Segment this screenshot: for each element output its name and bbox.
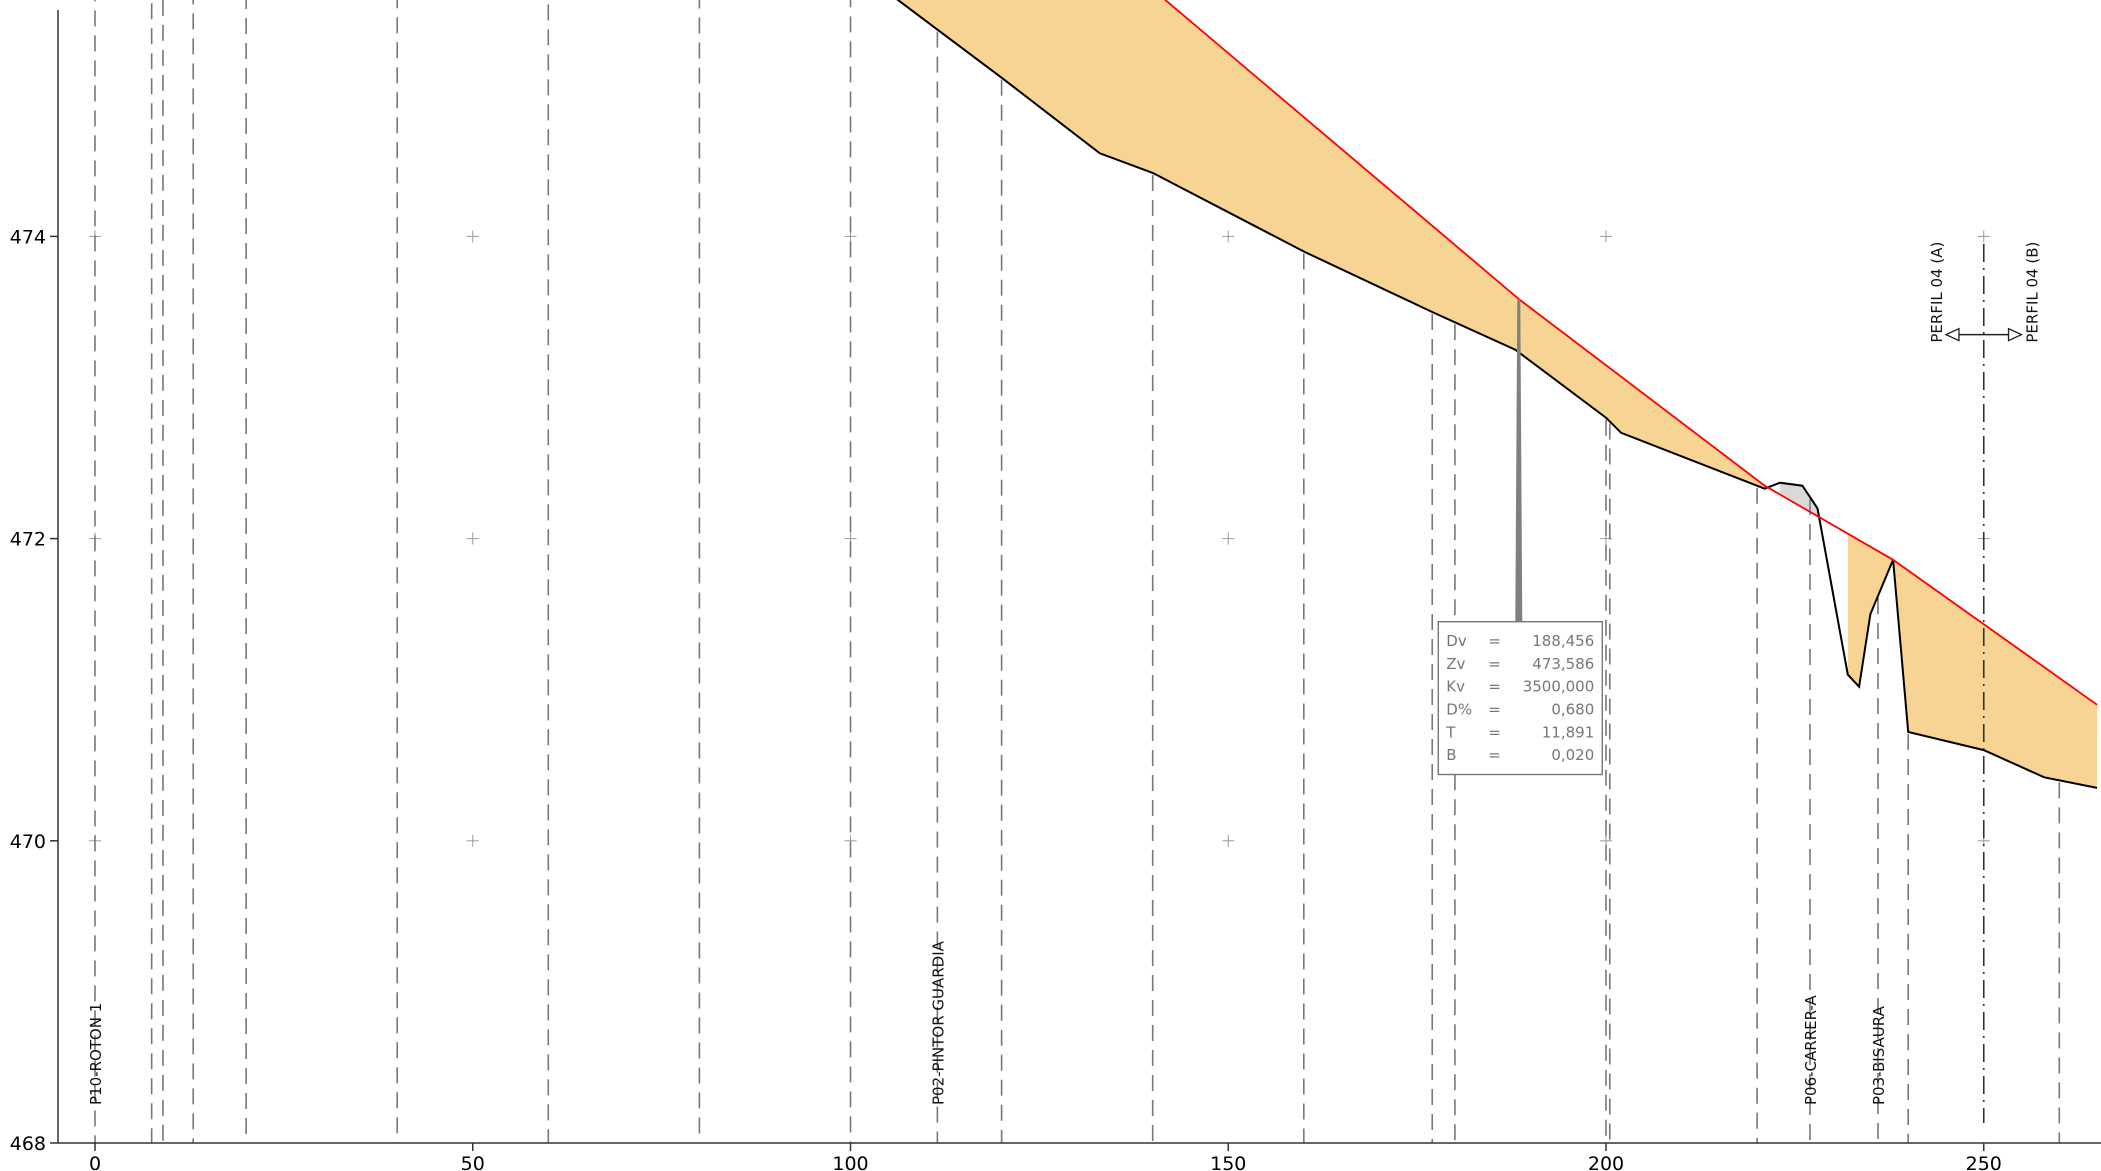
info-row-key: T [1445,723,1456,741]
grid-plus-marker [1222,532,1235,545]
x-tick-label: 200 [1588,1153,1624,1171]
arrow-right-icon [2007,327,2024,342]
info-row-key: Dv [1446,632,1467,650]
grid-plus-marker [1222,834,1235,847]
cross-section-marker: PERFIL 04 (A) PERFIL 04 (B) [1928,242,2042,1123]
x-tick-label: 100 [832,1153,868,1171]
y-tick-label: 470 [10,831,46,853]
cross-section-label-b: PERFIL 04 (B) [2024,242,2042,343]
x-tick-label: 250 [1966,1153,2002,1171]
grid-plus-marker [466,230,479,243]
section-labels: P10-ROTON 1 P02-PINTOR GUARDIA P06-CARRER-… [87,940,1888,1105]
info-row-value: 473,586 [1532,655,1594,673]
vertical-curve-marker [1515,298,1523,622]
info-row-equals: = [1488,723,1501,741]
info-row-equals: = [1488,655,1501,673]
info-box-frame [1437,621,1603,776]
grid-plus-marker [466,532,479,545]
info-row-key: D% [1446,701,1472,719]
vertical-curve-info: Dv=9,993Zv=481,081Kv=-250,000D%=2,200T=2… [1437,298,1603,776]
arrow-left-icon [1944,327,1960,342]
profile-lines: -4.20% [896,0,2098,789]
axes: 468470472474476478480482050100150200250 [10,10,2101,1171]
y-tick-label: 474 [10,226,46,248]
info-row-value: 11,891 [1542,723,1595,741]
grid-plus-marker [1600,230,1612,243]
cross-section-label-a: PERFIL 04 (A) [1928,242,1946,343]
info-row-key: B [1446,746,1456,764]
info-row-value: 188,456 [1532,632,1594,650]
grid-markers [89,230,1990,847]
cut-fill-areas [897,0,2098,788]
info-row-equals: = [1488,701,1501,719]
grid-plus-marker [1222,230,1235,243]
fill-area [1847,533,1894,687]
y-tick-label: 468 [10,1133,46,1155]
cut-area [1779,482,1820,518]
info-row-equals: = [1488,678,1501,696]
info-row-value: 0,020 [1551,746,1594,764]
info-row-equals: = [1488,746,1501,764]
grid-plus-marker [466,834,479,847]
x-tick-label: 0 [89,1153,101,1171]
grid-plus-marker [1977,230,1990,243]
y-tick-label: 472 [10,529,46,551]
section-name-label: P02-PINTOR GUARDIA [929,940,947,1105]
info-row-value: 0,680 [1551,701,1594,719]
x-tick-label: 150 [1210,1153,1246,1171]
section-name-label: P03-BISAURA [1870,1005,1888,1105]
info-row-value: 3500,000 [1523,678,1595,696]
info-row-key: Zv [1446,655,1465,673]
info-row-equals: = [1488,632,1501,650]
section-name-label: P10-ROTON 1 [87,1003,105,1105]
info-row-key: Kv [1446,678,1465,696]
section-name-label: P06-CARRER-A [1802,995,1820,1105]
section-dashed-lines [94,0,2061,1143]
grade-line [1163,0,2098,706]
x-tick-label: 50 [461,1153,485,1171]
terrain-line [896,0,2098,789]
fill-area [1893,559,2098,788]
vertical-curve-info-box: Dv = 188,456 Zv = 473,586 Kv = 3500,000 D% = 0,680 T… [1437,621,1603,776]
fill-area [897,0,1768,489]
